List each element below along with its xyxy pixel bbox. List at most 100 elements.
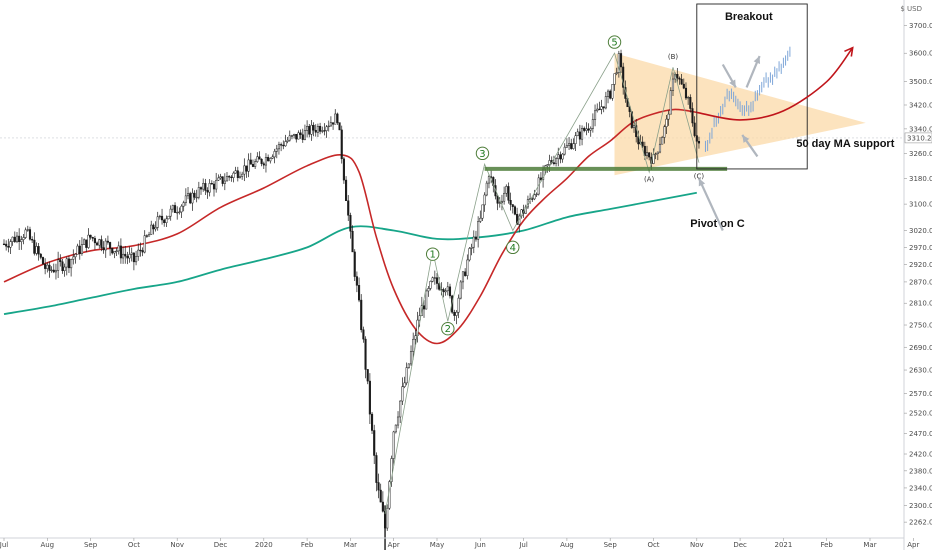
wave-label-4: 4 <box>510 243 516 254</box>
subwave-label: (B) <box>668 53 679 61</box>
candle-body <box>394 424 397 433</box>
y-tick-label: 2630.0 <box>909 367 932 375</box>
candle-body <box>336 113 339 123</box>
candle-body <box>481 204 484 219</box>
candle-body <box>390 458 393 482</box>
x-tick-label: Feb <box>820 541 833 549</box>
candle-body <box>31 239 34 241</box>
candle-body <box>212 183 216 190</box>
y-tick-label: 3600.0 <box>909 50 932 58</box>
candle-body <box>46 264 49 269</box>
pivot-arrow <box>697 177 724 231</box>
candle-body <box>67 258 71 269</box>
y-tick-label: 2690.0 <box>909 344 932 352</box>
candle-body <box>26 229 29 231</box>
candle-body <box>154 227 157 230</box>
x-tick-label: Mar <box>863 541 876 549</box>
candle-body <box>371 413 374 431</box>
candle-body <box>342 158 345 181</box>
candle-body <box>124 253 127 257</box>
candle-body <box>260 158 263 164</box>
candle-body <box>509 200 512 205</box>
candle-body <box>637 136 640 145</box>
candle-body <box>199 187 203 190</box>
candle-body <box>565 145 568 148</box>
candle-body <box>106 240 109 243</box>
candle-body <box>251 164 255 167</box>
candle-body <box>453 312 456 316</box>
candle-body <box>414 335 417 340</box>
candle-body <box>150 224 153 235</box>
candle-body <box>429 281 432 289</box>
ma50-line <box>3 108 697 345</box>
candle-body <box>555 158 558 164</box>
candle-body <box>236 170 239 179</box>
candle-body <box>44 263 47 269</box>
candle-body <box>557 154 560 159</box>
candle-body <box>503 192 506 202</box>
candle-body <box>254 161 257 167</box>
annotation-label: Pivot on C <box>690 218 744 230</box>
candle-body <box>284 141 287 147</box>
candle-body <box>80 244 83 255</box>
candle-body <box>325 126 328 131</box>
candle-body <box>111 247 114 254</box>
candle-body <box>249 159 252 165</box>
candle-body <box>22 237 25 240</box>
price-series <box>2 46 791 550</box>
candle-body <box>377 482 380 491</box>
x-tick-label: Aug <box>560 541 574 549</box>
candle-body <box>358 285 361 301</box>
candle-body <box>137 249 140 257</box>
candle-body <box>611 84 614 99</box>
candle-body <box>581 128 584 140</box>
candle-body <box>115 250 118 252</box>
candle-body <box>533 194 536 200</box>
candle-body <box>355 276 358 286</box>
candle-body <box>178 211 181 213</box>
candle-body <box>303 130 306 140</box>
candle-body <box>13 236 16 242</box>
candle-body <box>648 152 651 158</box>
y-tick-label: 2970.0 <box>909 244 932 252</box>
candle-body <box>598 108 601 111</box>
candle-body <box>684 87 688 99</box>
x-tick-label: Apr <box>907 541 919 549</box>
candle-body <box>163 219 166 223</box>
x-tick-label: Sep <box>84 541 98 549</box>
candle-body <box>332 122 335 125</box>
candle-body <box>282 144 285 147</box>
y-tick-label: 2262.0 <box>909 519 932 527</box>
candle-body <box>399 400 402 418</box>
candle-body <box>435 277 439 284</box>
candle-body <box>381 501 384 512</box>
candle-body <box>693 122 696 136</box>
y-tick-label: 2810.0 <box>909 300 932 308</box>
candle-body <box>507 186 510 201</box>
candle-body <box>689 97 692 109</box>
candle-body <box>35 246 38 254</box>
candle-body <box>366 369 369 382</box>
candle-body <box>464 271 467 276</box>
candle-body <box>98 239 101 246</box>
candle-body <box>301 134 304 140</box>
candle-body <box>645 152 649 156</box>
wave-label-circle <box>441 321 455 336</box>
candle-body <box>576 131 579 136</box>
candle-body <box>228 176 231 178</box>
candle-body <box>28 229 32 240</box>
candle-body <box>258 156 261 160</box>
candle-body <box>477 221 480 240</box>
candle-body <box>238 176 242 179</box>
candle-body <box>104 240 107 251</box>
y-tick-label: 3420.0 <box>909 101 932 109</box>
candle-body <box>132 252 135 263</box>
candle-body <box>379 489 382 503</box>
y-tick-label: 2570.0 <box>909 390 932 398</box>
projected-ma-arrowhead <box>844 46 854 57</box>
candle-body <box>587 128 590 131</box>
candle-body <box>241 173 244 177</box>
ma-support-arrow-head <box>742 134 750 143</box>
candle-body <box>312 124 315 131</box>
y-tick-label: 3020.0 <box>909 227 932 235</box>
